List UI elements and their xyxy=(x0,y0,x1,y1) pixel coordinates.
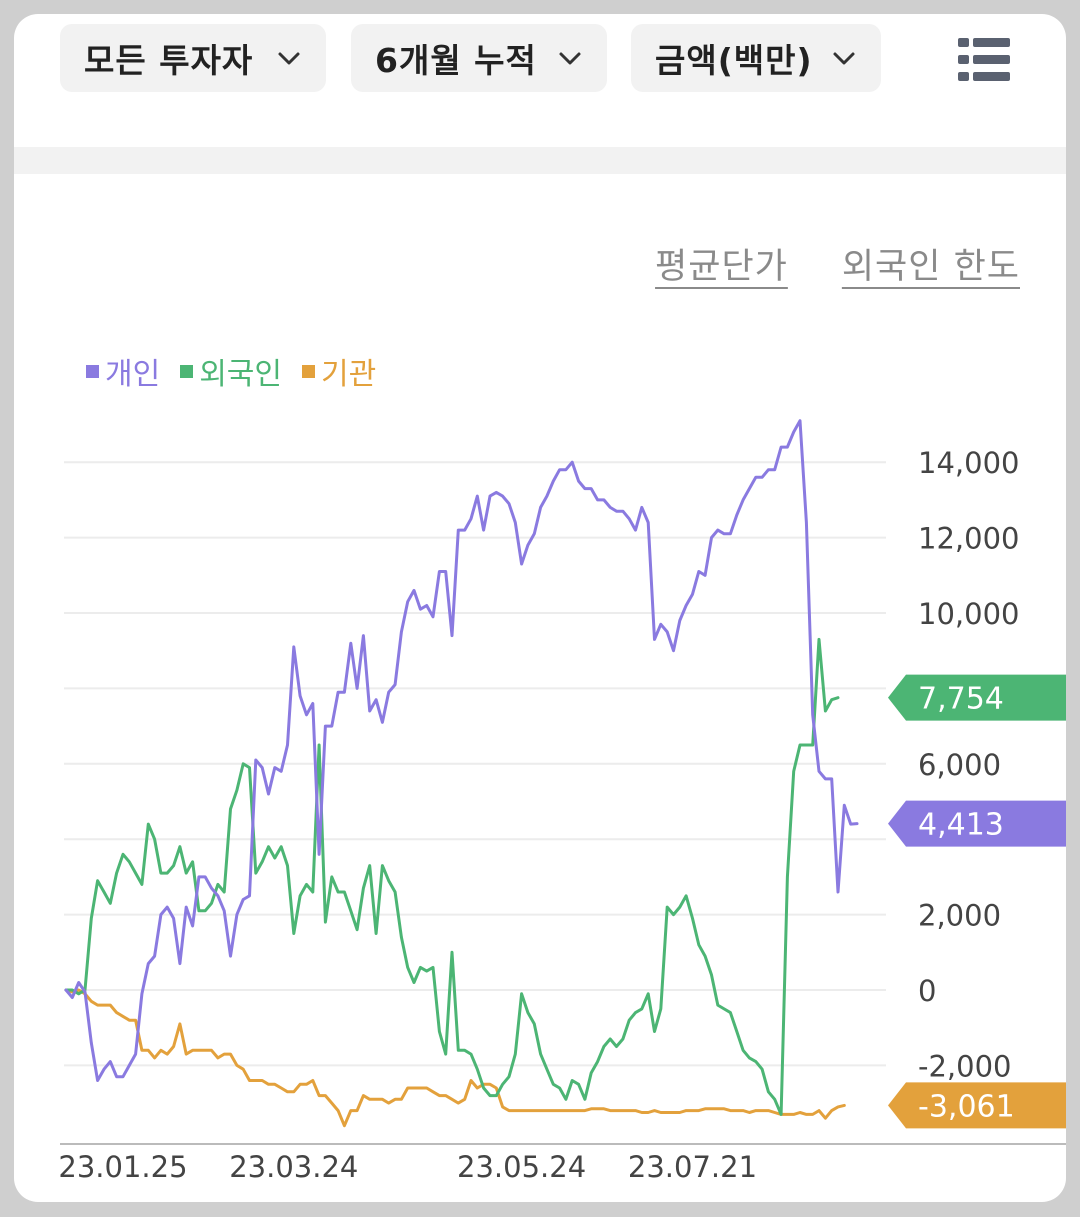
x-tick-label: 23.05.24 xyxy=(457,1150,586,1184)
series-line-0 xyxy=(64,419,859,1082)
value-marker-label: 4,413 xyxy=(918,808,1004,843)
filter-bar: 모든 투자자 6개월 누적 금액(백만) xyxy=(14,14,1066,144)
legend-item-foreign[interactable]: 외국인 xyxy=(180,349,282,393)
chart-card: 모든 투자자 6개월 누적 금액(백만) 평균단가 외국인 한도 개인 xyxy=(14,14,1066,1202)
chart-legend: 개인 외국인 기관 xyxy=(86,349,376,393)
series-line-2 xyxy=(64,988,846,1128)
investor-trend-chart[interactable]: 14,000 12,000 10,000 6,000 2,000 0 -2,000 23.01… xyxy=(14,14,1066,1202)
chevron-down-icon xyxy=(833,52,855,65)
x-tick-label: 23.03.24 xyxy=(229,1150,358,1184)
value-marker xyxy=(888,800,1066,847)
investor-dropdown-label: 모든 투자자 xyxy=(84,41,254,80)
y-tick-label: 14,000 xyxy=(918,446,1019,480)
list-menu-icon[interactable] xyxy=(958,38,1010,82)
unit-dropdown[interactable]: 금액(백만) xyxy=(631,24,881,92)
y-tick-label: 10,000 xyxy=(918,597,1019,631)
legend-swatch xyxy=(302,364,316,378)
period-dropdown-label: 6개월 누적 xyxy=(375,41,537,80)
legend-item-institution[interactable]: 기관 xyxy=(302,349,376,393)
avg-price-link[interactable]: 평균단가 xyxy=(655,247,788,287)
legend-swatch xyxy=(86,364,99,378)
y-tick-label: -2,000 xyxy=(918,1049,1012,1083)
period-dropdown[interactable]: 6개월 누적 xyxy=(351,24,607,92)
x-tick-label: 23.01.25 xyxy=(58,1150,187,1184)
foreign-limit-link[interactable]: 외국인 한도 xyxy=(841,247,1020,287)
series-line-1 xyxy=(64,637,840,1116)
value-marker xyxy=(888,674,1066,721)
x-tick-label: 23.07.21 xyxy=(628,1150,757,1184)
legend-item-individual[interactable]: 개인 xyxy=(86,349,160,393)
legend-swatch xyxy=(180,364,194,378)
value-marker-label: 7,754 xyxy=(918,682,1004,717)
y-tick-label: 12,000 xyxy=(918,522,1019,556)
y-tick-label: 0 xyxy=(918,974,936,1008)
legend-label: 외국인 xyxy=(199,357,283,392)
chevron-down-icon xyxy=(278,52,300,65)
value-marker-label: -3,061 xyxy=(918,1089,1015,1124)
y-tick-label: 6,000 xyxy=(918,748,1001,782)
chevron-down-icon xyxy=(559,52,581,65)
unit-dropdown-label: 금액(백만) xyxy=(655,41,813,80)
y-tick-label: 2,000 xyxy=(918,899,1001,933)
legend-label: 기관 xyxy=(321,357,377,392)
info-links: 평균단가 외국인 한도 xyxy=(655,238,1020,289)
section-divider xyxy=(14,147,1066,174)
legend-label: 개인 xyxy=(105,357,161,392)
value-marker xyxy=(888,1082,1066,1129)
investor-dropdown[interactable]: 모든 투자자 xyxy=(60,24,326,92)
